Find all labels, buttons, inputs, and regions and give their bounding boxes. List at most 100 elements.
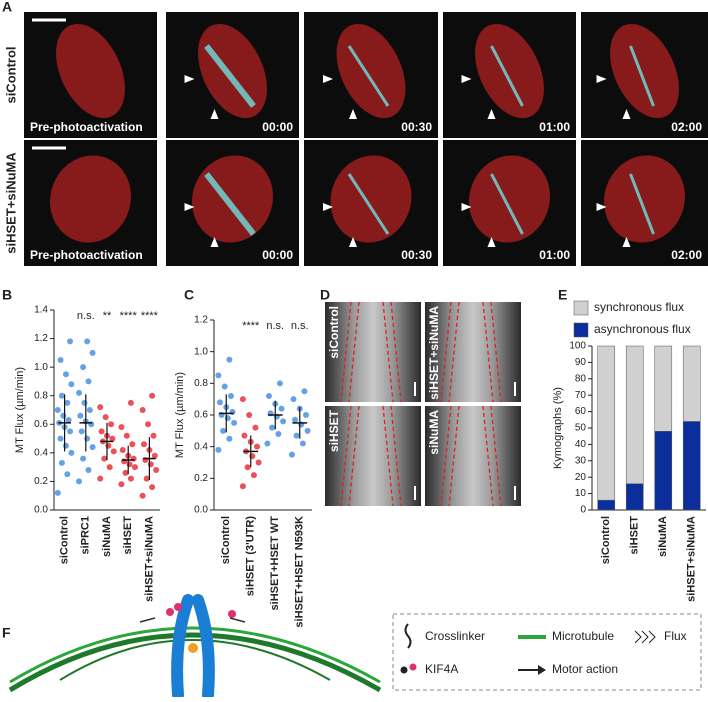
kymograph — [325, 406, 421, 506]
spindle — [50, 155, 131, 243]
data-point — [264, 440, 271, 447]
data-point — [89, 349, 96, 356]
track-line — [490, 301, 502, 403]
data-point — [106, 464, 113, 471]
data-point — [145, 421, 152, 428]
arrowhead — [323, 203, 333, 211]
y-tick-label: 0.0 — [194, 505, 208, 516]
data-point — [58, 392, 65, 399]
kymograph-label: siNuMA — [427, 410, 441, 455]
y-tick-label: 70 — [575, 390, 587, 401]
kymograph — [325, 302, 421, 402]
time-label: 00:00 — [262, 120, 293, 134]
data-point — [108, 421, 115, 428]
y-axis-title: Kymographs (%) — [552, 387, 564, 469]
data-point — [288, 451, 295, 458]
data-point — [226, 435, 233, 442]
data-point — [139, 492, 146, 499]
y-tick-label: 0.4 — [194, 441, 208, 452]
y-tick-label: 0.4 — [34, 447, 48, 458]
x-tick-label: siHSET — [122, 516, 134, 555]
data-point — [67, 428, 74, 435]
track-line — [348, 405, 360, 507]
kymograph-label: siHSET+siNuMA — [427, 306, 441, 400]
row-label: siControl — [3, 46, 18, 103]
kymograph — [425, 406, 521, 506]
data-point — [149, 392, 156, 399]
y-tick-label: 0.8 — [194, 378, 208, 389]
data-point — [68, 449, 75, 456]
data-point — [255, 459, 262, 466]
frame-label: Pre-photoactivation — [30, 248, 143, 262]
spindle — [198, 23, 267, 119]
legend-box — [392, 613, 702, 691]
data-point — [153, 467, 160, 473]
data-point — [301, 388, 308, 395]
data-point — [250, 472, 257, 479]
row-label: siHSET+siNuMA — [3, 152, 18, 254]
y-axis-title: MT Flux (µm/min) — [174, 372, 186, 458]
bar-segment — [597, 499, 616, 511]
legend-icons — [400, 623, 656, 675]
data-point — [239, 483, 246, 490]
data-point — [101, 455, 108, 462]
data-point — [54, 407, 61, 413]
x-tick-label: siPRC1 — [80, 516, 92, 555]
y-tick-label: 50 — [575, 423, 587, 434]
photoactivated-mark — [629, 45, 655, 107]
arrowhead — [184, 75, 195, 83]
time-label: 00:30 — [401, 120, 432, 134]
data-point — [67, 338, 74, 345]
kymograph — [425, 302, 521, 402]
data-point — [147, 461, 154, 468]
data-point — [62, 371, 69, 378]
data-point — [254, 443, 261, 450]
track-line — [490, 405, 502, 507]
y-tick-label: 1.2 — [34, 333, 48, 344]
x-tick-label: siHSET (3'UTR) — [245, 516, 257, 597]
data-point — [119, 447, 126, 453]
spindle — [604, 155, 685, 243]
data-point — [118, 481, 125, 488]
y-tick-label: 0 — [580, 505, 586, 516]
arrowhead — [184, 203, 195, 211]
x-tick-label: siControl — [220, 516, 232, 564]
data-point — [123, 432, 130, 439]
y-tick-label: 0.2 — [34, 476, 48, 487]
y-tick-label: 0.6 — [194, 410, 208, 421]
track-line — [340, 301, 352, 403]
time-label: 02:00 — [671, 120, 702, 134]
data-point — [97, 475, 104, 482]
data-point — [81, 399, 88, 406]
arrowhead — [349, 109, 357, 119]
data-point — [276, 380, 283, 387]
time-label: 01:00 — [539, 248, 570, 262]
data-point — [221, 383, 228, 390]
data-point — [62, 442, 69, 449]
legend-label: Motor action — [552, 662, 618, 676]
legend-label: synchronous flux — [594, 300, 684, 314]
track-line — [482, 405, 494, 507]
data-point — [65, 417, 72, 423]
spindle — [336, 23, 406, 119]
track-line — [390, 301, 402, 403]
track-line — [348, 301, 360, 403]
panel-letter: D — [320, 287, 330, 303]
data-point — [215, 446, 222, 453]
bar-segment — [625, 483, 644, 511]
y-tick-label: 0.2 — [194, 473, 208, 484]
photoactivated-mark — [347, 173, 390, 235]
photoactivated-mark — [490, 173, 524, 235]
data-point — [57, 357, 64, 363]
arrowhead — [210, 109, 219, 119]
significance: **** — [141, 310, 159, 322]
data-point — [149, 484, 156, 491]
data-point — [244, 464, 251, 471]
data-point — [85, 378, 92, 385]
data-point — [109, 435, 116, 442]
track-line — [390, 405, 402, 507]
y-tick-label: 0.8 — [34, 390, 48, 401]
y-tick-label: 1.0 — [34, 362, 48, 373]
significance: n.s. — [77, 310, 95, 322]
significance: n.s. — [266, 320, 284, 332]
